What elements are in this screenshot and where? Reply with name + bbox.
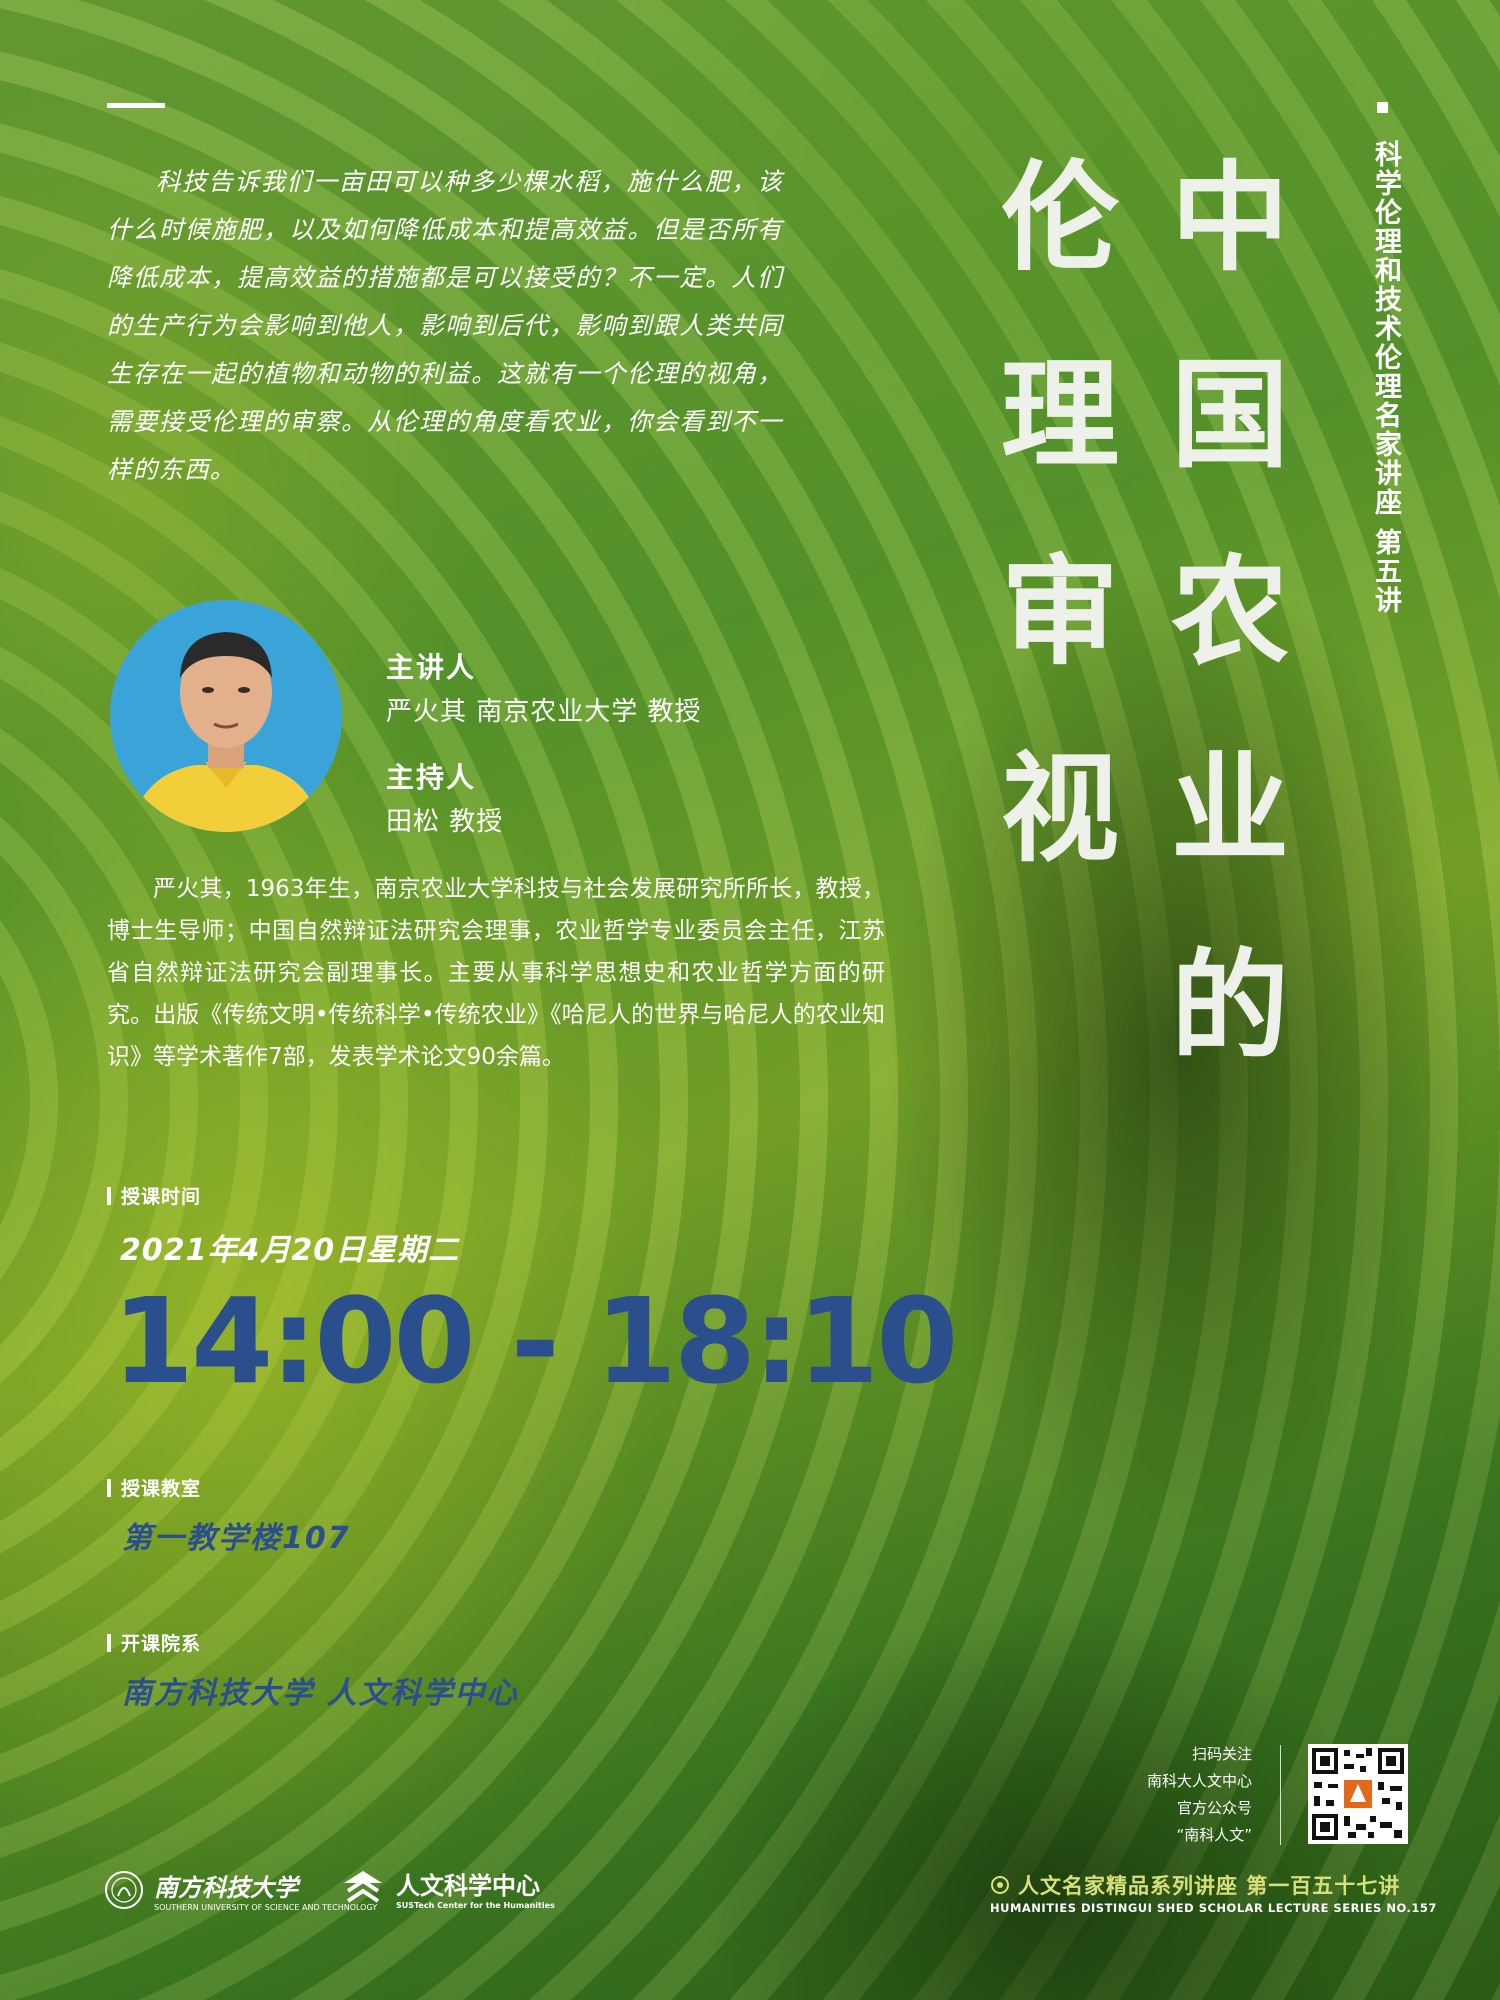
intro-paragraph: 科技告诉我们一亩田可以种多少棵水稻，施什么肥，该什么时候施肥，以及如何降低成本和…: [107, 167, 783, 484]
sustech-logo-text: 南方科技大学 SOUTHERN UNIVERSITY OF SCIENCE AN…: [154, 1868, 377, 1912]
label-tick: [107, 1478, 111, 1497]
title-char: 伦: [1000, 149, 1119, 287]
qr-divider: [1280, 1745, 1281, 1845]
qr-caption-line: 官方公众号: [1176, 1799, 1252, 1817]
series-title-text: 人文名家精品系列讲座 第一百五十七讲: [1018, 1874, 1401, 1898]
lecture-room: 第一教学楼107: [122, 1521, 351, 1556]
host-label: 主持人: [386, 761, 477, 794]
qr-caption-line: 南科大人文中心: [1146, 1772, 1252, 1790]
time-label: 授课时间: [107, 1182, 201, 1209]
dept-label-text: 开课院系: [121, 1633, 202, 1655]
speaker-name: 严火其 南京农业大学 教授: [386, 697, 702, 727]
speaker-bio: 严火其，1963年生，南京农业大学科技与社会发展研究所所长，教授，博士生导师；中…: [107, 876, 885, 1070]
time-label-text: 授课时间: [121, 1186, 202, 1208]
sustech-logo: 南方科技大学 SOUTHERN UNIVERSITY OF SCIENCE AN…: [104, 1868, 377, 1912]
center-name-en: SUSTech Center for the Humanities: [396, 1901, 555, 1910]
qr-code[interactable]: [1308, 1744, 1408, 1844]
lecture-time: 14:00 - 18:10: [112, 1272, 958, 1410]
room-label: 授课教室: [107, 1474, 201, 1501]
series-title-cn: 人文名家精品系列讲座 第一百五十七讲: [990, 1870, 1400, 1900]
title-char: 审: [1000, 543, 1119, 681]
sustech-emblem-icon: [105, 1871, 143, 1909]
center-name: 人文科学中心: [396, 1872, 540, 1900]
subtitle-marker: [1377, 102, 1388, 113]
speaker-label: 主讲人: [386, 651, 477, 684]
host-name: 田松 教授: [386, 807, 504, 837]
host-department: 南方科技大学 人文科学中心: [122, 1676, 519, 1711]
qr-caption-line: “南科人文”: [1176, 1826, 1252, 1844]
center-logo: 人文科学中心 SUSTech Center for the Humanities: [342, 1866, 555, 1910]
lecture-date: 2021年4月20日星期二: [120, 1233, 460, 1268]
qr-code-icon: [1308, 1744, 1408, 1844]
title-column-right: 中 国 农 业 的: [1160, 120, 1300, 1105]
title-column-left: 伦 理 审 视: [990, 120, 1130, 908]
series-title-en: HUMANITIES DISTINGUI SHED SCHOLAR LECTUR…: [990, 1901, 1437, 1915]
title-char: 国: [1170, 346, 1289, 484]
top-rule: [107, 103, 165, 108]
dept-label: 开课院系: [107, 1629, 201, 1656]
flower-icon: [991, 1876, 1009, 1894]
title-char: 业: [1170, 740, 1289, 878]
speaker-avatar: [110, 600, 342, 832]
title-char: 中: [1170, 149, 1289, 287]
title-char: 农: [1170, 543, 1289, 681]
title-char: 理: [1000, 346, 1119, 484]
center-logo-text: 人文科学中心 SUSTech Center for the Humanities: [396, 1866, 555, 1910]
title-char: 的: [1170, 937, 1289, 1075]
center-emblem-icon: [344, 1871, 382, 1903]
label-tick: [107, 1633, 111, 1652]
title-char: 视: [1000, 740, 1119, 878]
series-subtitle: 科学伦理和技术伦理名家讲座 第五讲: [1370, 140, 1401, 616]
sustech-name: 南方科技大学: [154, 1874, 298, 1902]
qr-caption: 扫码关注 南科大人文中心 官方公众号 “南科人文”: [1100, 1741, 1252, 1849]
speaker-portrait-icon: [110, 600, 342, 832]
sustech-name-en: SOUTHERN UNIVERSITY OF SCIENCE AND TECHN…: [154, 1903, 378, 1912]
label-tick: [107, 1186, 111, 1205]
qr-caption-line: 扫码关注: [1191, 1745, 1252, 1763]
room-label-text: 授课教室: [121, 1478, 202, 1500]
